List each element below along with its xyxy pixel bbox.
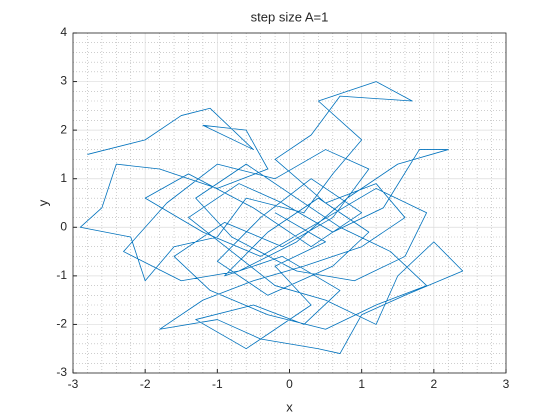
y-tick-label: 3 xyxy=(60,74,67,88)
y-tick-label: -1 xyxy=(56,268,67,282)
x-tick-label: 0 xyxy=(286,377,293,391)
x-tick-label: -1 xyxy=(212,377,223,391)
y-tick-label: 1 xyxy=(60,171,67,185)
y-tick-label: 4 xyxy=(60,25,67,39)
data-line xyxy=(79,81,464,354)
x-tick-label: 3 xyxy=(503,377,510,391)
x-tick-label: -2 xyxy=(140,377,151,391)
y-tick-label: -3 xyxy=(56,365,67,379)
y-tick-label: 0 xyxy=(60,219,67,233)
x-axis-label: x xyxy=(286,399,293,414)
axes-box xyxy=(72,32,507,374)
x-tick-label: -3 xyxy=(68,377,79,391)
y-axis-label: y xyxy=(35,199,50,206)
y-tick-label: 2 xyxy=(60,122,67,136)
x-tick-label: 1 xyxy=(358,377,365,391)
x-tick-label: 2 xyxy=(430,377,437,391)
y-tick-label: -2 xyxy=(56,317,67,331)
chart-title: step size A=1 xyxy=(251,9,329,24)
